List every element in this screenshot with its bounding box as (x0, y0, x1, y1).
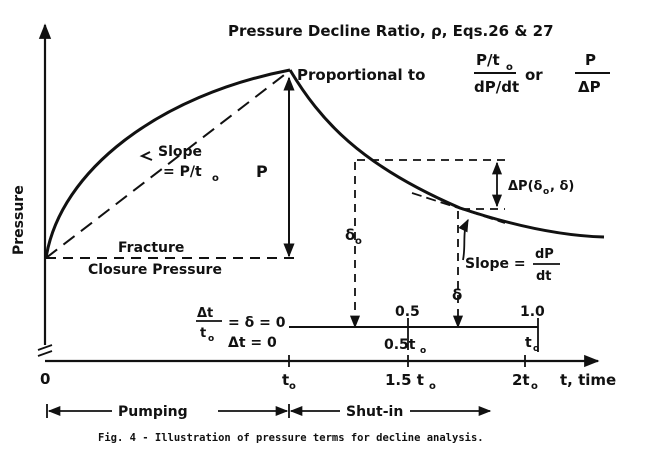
delta-o-label: δ (345, 226, 355, 244)
time-axis-label: t, time (560, 371, 616, 389)
fraction-p-over-delta-p: P ΔP (575, 51, 610, 96)
time-tick-to: t (282, 371, 289, 389)
delta-t-mid-sub: o (420, 346, 426, 356)
figure-caption: Fig. 4 - Illustration of pressure terms … (98, 432, 484, 444)
pumping-curve (44, 68, 291, 259)
time-tick-1-5-sub: o (429, 381, 436, 392)
closure-label-line2: Closure Pressure (88, 262, 222, 278)
y-axis-label: Pressure (11, 185, 27, 255)
frac2-denominator: ΔP (578, 78, 601, 96)
right-slope-numerator: dP (535, 247, 554, 262)
time-tick-2-sub: o (531, 381, 538, 392)
phase-indicators: Pumping Shut-in (46, 404, 492, 420)
delta-t-mid: 0.5t (384, 337, 416, 353)
dimensionless-lhs-den: t (200, 326, 206, 341)
left-slope-line2: = P/t (163, 164, 202, 180)
frac1-numerator: P/t (476, 51, 500, 69)
time-axis-labels: 0 t o 1.5 t o 2t o t, time (40, 355, 616, 392)
dimensionless-lhs-num: Δt (197, 306, 213, 321)
delta-p-sub: o (543, 187, 549, 197)
right-slope-label: Slope = dP dt (465, 247, 560, 284)
frac1-numerator-sub: o (506, 62, 513, 73)
dimensionless-time-scale: Δt t o = δ = 0 0.5 1.0 (196, 304, 545, 352)
dimensionless-tick-05: 0.5 (395, 304, 420, 320)
time-tick-zero: 0 (40, 370, 50, 388)
frac1-denominator: dP/dt (474, 78, 519, 96)
right-slope-denominator: dt (536, 269, 552, 284)
secant-slope-line (45, 71, 289, 259)
left-slope-line2-sub: o (212, 173, 219, 184)
delta-p-tail: , δ) (550, 179, 574, 194)
delta-p-main: ΔP(δ (508, 179, 543, 194)
delta-t-lhs: Δt = 0 (228, 335, 277, 351)
frac2-numerator: P (585, 51, 596, 69)
time-tick-to-sub: o (289, 381, 296, 392)
time-tick-2: 2t (512, 371, 530, 389)
left-slope-line1: Slope (158, 144, 202, 160)
axis-break-mark (37, 344, 53, 357)
or-label: or (525, 66, 543, 84)
closure-label-line1: Fracture (118, 240, 184, 256)
dimensionless-lhs-eq: = δ = 0 (228, 315, 286, 331)
delta-t-end-sub: o (533, 344, 539, 354)
right-slope-pointer (458, 218, 469, 261)
proportional-label: Proportional to (297, 66, 425, 84)
p-label: P (256, 162, 268, 181)
dimensionless-tick-10: 1.0 (520, 304, 545, 320)
right-slope-text: Slope = (465, 256, 526, 272)
phase-pumping-label: Pumping (118, 404, 188, 420)
decline-curve (288, 69, 605, 239)
phase-shutin-label: Shut-in (346, 404, 403, 420)
delta-o-label-sub: o (355, 236, 362, 247)
delta-t-end: t (525, 335, 532, 351)
left-slope-pointer (139, 151, 153, 161)
header-title: Pressure Decline Ratio, ρ, Eqs.26 & 27 (228, 22, 554, 40)
delta-t-row: Δt = 0 0.5t o t o (228, 335, 539, 356)
delta-label: δ (452, 286, 462, 304)
tangent-line (411, 192, 506, 224)
time-tick-1-5: 1.5 t (385, 371, 424, 389)
fraction-p-over-to: P/t o dP/dt (474, 51, 519, 96)
dimensionless-lhs-den-sub: o (208, 334, 214, 344)
